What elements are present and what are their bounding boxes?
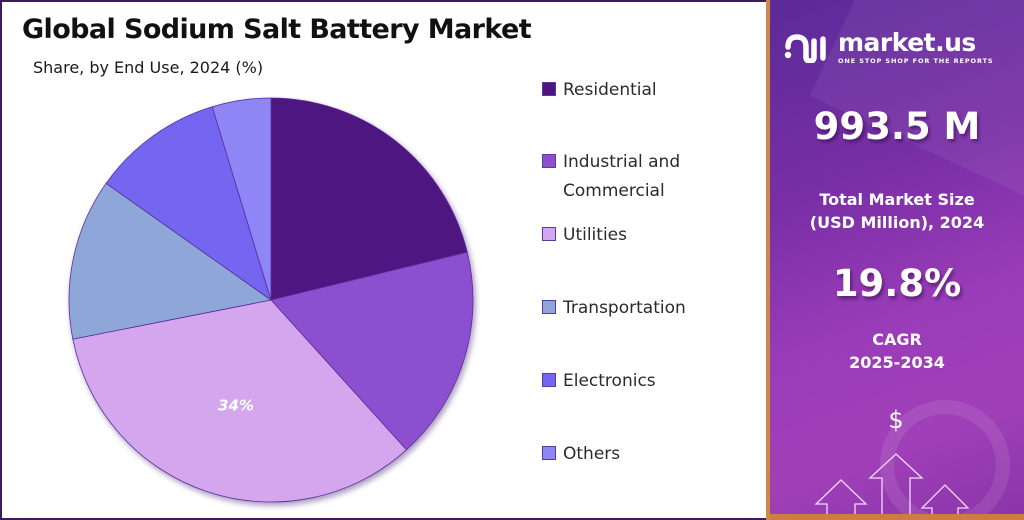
legend-label: Transportation — [563, 298, 686, 318]
dollar-sign-icon: $ — [888, 406, 903, 434]
legend-swatch-icon — [542, 154, 556, 168]
brand-logo: market.us ONE STOP SHOP FOR THE REPORTS — [784, 30, 993, 65]
pie-svg: 34% — [68, 97, 474, 503]
logo-tagline: ONE STOP SHOP FOR THE REPORTS — [838, 57, 994, 65]
cagr-label: CAGR 2025-2034 — [849, 330, 945, 372]
legend-item-residential: Residential — [542, 76, 752, 105]
legend-item-others: Others — [542, 440, 752, 469]
legend-swatch-icon — [542, 446, 556, 460]
pie-slice-electronics — [105, 106, 272, 302]
chart-subtitle: Share, by End Use, 2024 (%) — [33, 58, 264, 77]
legend-item-electronics: Electronics — [542, 367, 752, 396]
chart-panel: Global Sodium Salt Battery Market Share,… — [0, 0, 768, 520]
pie-slice-utilities — [72, 299, 408, 503]
legend-swatch-icon — [542, 82, 556, 96]
bottom-accent-bar — [770, 514, 1024, 520]
legend-item-transportation: Transportation — [542, 294, 752, 323]
pie-slice-others — [211, 97, 272, 301]
legend-label: Others — [563, 444, 621, 464]
summary-sidebar: market.us ONE STOP SHOP FOR THE REPORTS … — [770, 0, 1024, 520]
pie-slice-residential — [270, 97, 468, 301]
cagr-value: 19.8% — [832, 262, 962, 305]
pie-chart: 34% — [62, 92, 482, 512]
pie-data-labels: 34% — [218, 396, 254, 414]
legend-label: Electronics — [563, 371, 656, 391]
panel-divider — [766, 0, 770, 520]
pie-data-label: 34% — [218, 396, 254, 414]
market-us-logo-icon — [784, 33, 826, 63]
legend-item-utilities: Utilities — [542, 221, 752, 250]
legend-item-industrial-commercial: Industrial and Commercial — [542, 148, 752, 206]
legend-swatch-icon — [542, 227, 556, 241]
chart-title: Global Sodium Salt Battery Market — [22, 14, 532, 45]
legend-label: Utilities — [563, 225, 627, 245]
legend-label: Residential — [563, 80, 657, 100]
legend-label: Industrial and Commercial — [563, 152, 681, 201]
logo-name: market.us — [838, 28, 976, 57]
legend-swatch-icon — [542, 373, 556, 387]
market-size-value: 993.5 M — [813, 105, 981, 148]
market-size-label: Total Market Size (USD Million), 2024 — [809, 190, 985, 232]
pie-slice-transportation — [68, 182, 272, 340]
pie-slice-industrial-and-commercial — [270, 251, 474, 451]
growth-arrows-icon: $ — [814, 406, 970, 520]
legend-swatch-icon — [542, 300, 556, 314]
pie-slices — [68, 97, 474, 503]
